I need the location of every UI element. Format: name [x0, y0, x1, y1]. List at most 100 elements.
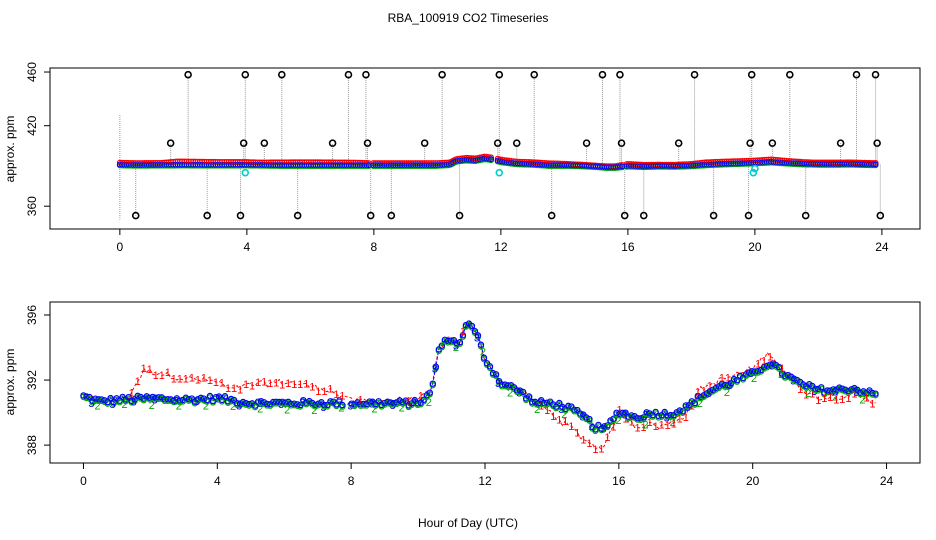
- series-3-point: [276, 398, 283, 406]
- series-3-point: [763, 362, 771, 369]
- series-2-label: 2: [670, 417, 676, 429]
- series-3-point: [610, 415, 617, 422]
- series-3-label: 3: [579, 412, 585, 424]
- series-2-label: 2: [805, 388, 811, 400]
- bottom-x-tick-label: 8: [348, 474, 355, 488]
- series-3-point: [655, 412, 662, 420]
- spike-point: [746, 139, 754, 147]
- bottom-x-tick-label: 24: [880, 474, 894, 488]
- series-1-label: 1: [803, 389, 809, 401]
- series-1-label: 1: [153, 370, 159, 382]
- series-3-point: [444, 337, 452, 345]
- series-3-point: [691, 399, 699, 407]
- series-3-point: [492, 371, 500, 378]
- series-3-point: [556, 399, 563, 407]
- series-3-point: [269, 398, 277, 406]
- series-2-label: 2: [122, 399, 128, 411]
- chart-title: RBA_100919 CO2 Timeseries: [388, 11, 549, 25]
- series-1-label: 1: [683, 412, 689, 424]
- raw-point: [488, 154, 495, 161]
- series-1-label: 1: [761, 355, 767, 367]
- series-2-label: 2: [338, 402, 344, 414]
- series-3-point: [541, 399, 548, 407]
- series-2-label: 2: [94, 401, 100, 413]
- series-2-label: 2: [399, 402, 405, 414]
- spike-point: [617, 139, 626, 147]
- series-1-label: 1: [863, 393, 869, 405]
- spike-point: [801, 211, 810, 220]
- spike-point: [495, 70, 504, 79]
- series-3-point: [206, 392, 214, 400]
- series-3-point: [679, 408, 686, 415]
- averaged-point: [488, 156, 495, 163]
- series-3-point: [525, 393, 533, 400]
- series-1-label: 1: [333, 389, 339, 401]
- top-x-tick-label: 0: [117, 240, 124, 254]
- spike-point: [184, 70, 192, 79]
- series-3-point: [519, 388, 527, 396]
- series-3-point: [288, 400, 295, 408]
- top-x-tick-label: 16: [621, 240, 635, 254]
- series-1-label: 1: [538, 400, 544, 412]
- series-1-label: 1: [261, 376, 267, 388]
- series-1-label: 1: [291, 379, 297, 391]
- series-1-label: 1: [309, 382, 315, 394]
- series-1-label: 1: [635, 423, 641, 435]
- series-1-label: 1: [562, 416, 568, 428]
- series-2-label: 2: [615, 415, 621, 427]
- series-1-label: 1: [243, 379, 249, 391]
- flagged-point: [751, 164, 759, 173]
- bottom-y-tick-label: 388: [25, 435, 39, 455]
- series-3-point: [176, 397, 184, 404]
- series-3-point: [486, 363, 494, 370]
- series-1-label: 1: [195, 375, 201, 387]
- spike-point: [709, 211, 718, 220]
- series-1-label: 1: [285, 378, 291, 390]
- series-3-label: 3: [320, 402, 326, 414]
- series-1-label: 1: [580, 434, 586, 446]
- series-3-point: [760, 363, 768, 371]
- series-3-point: [315, 400, 322, 407]
- series-3-point: [453, 340, 461, 347]
- series-1-label: 1: [695, 386, 701, 398]
- series-3-point: [622, 409, 629, 416]
- series-2-label: 2: [832, 391, 838, 403]
- series-1-label: 1: [701, 385, 707, 397]
- series-2-label: 2: [230, 401, 236, 413]
- series-2-label: 2: [643, 419, 649, 431]
- spike-point: [871, 70, 880, 79]
- spike-point: [387, 211, 396, 220]
- series-1-label: 1: [213, 377, 219, 389]
- series-3-point: [357, 401, 364, 408]
- bottom-y-axis-label: approx. ppm: [3, 349, 17, 416]
- series-1-label: 1: [183, 373, 189, 385]
- bottom-y-tick-label: 392: [25, 370, 39, 390]
- spike-point: [455, 211, 464, 220]
- series-2-label: 2: [561, 409, 567, 421]
- series-2-label: 2: [859, 395, 865, 407]
- series-2-label: 2: [534, 404, 540, 416]
- series-3-label: 3: [727, 380, 733, 392]
- series-3-point: [504, 382, 512, 389]
- spike-point: [876, 211, 885, 220]
- series-1-label: 1: [659, 420, 665, 432]
- series-1-label: 1: [845, 393, 851, 405]
- series-3-point: [402, 397, 409, 404]
- series-1-label: 1: [641, 422, 647, 434]
- series-1-label: 1: [544, 405, 550, 417]
- series-3-label: 3: [537, 397, 543, 409]
- series-1-label: 1: [321, 386, 327, 398]
- top-x-tick-label: 24: [875, 240, 889, 254]
- series-3-point: [381, 399, 388, 407]
- series-1-label: 1: [809, 388, 815, 400]
- series-2-label: 2: [372, 404, 378, 416]
- series-1-label: 1: [821, 393, 827, 405]
- series-1-label: 1: [315, 386, 321, 398]
- series-2-label: 2: [453, 342, 459, 354]
- spike-point: [620, 211, 629, 220]
- spike-point: [366, 211, 375, 220]
- series-3-label: 3: [152, 395, 158, 407]
- series-3-point: [498, 381, 506, 389]
- series-3-label: 3: [664, 413, 670, 425]
